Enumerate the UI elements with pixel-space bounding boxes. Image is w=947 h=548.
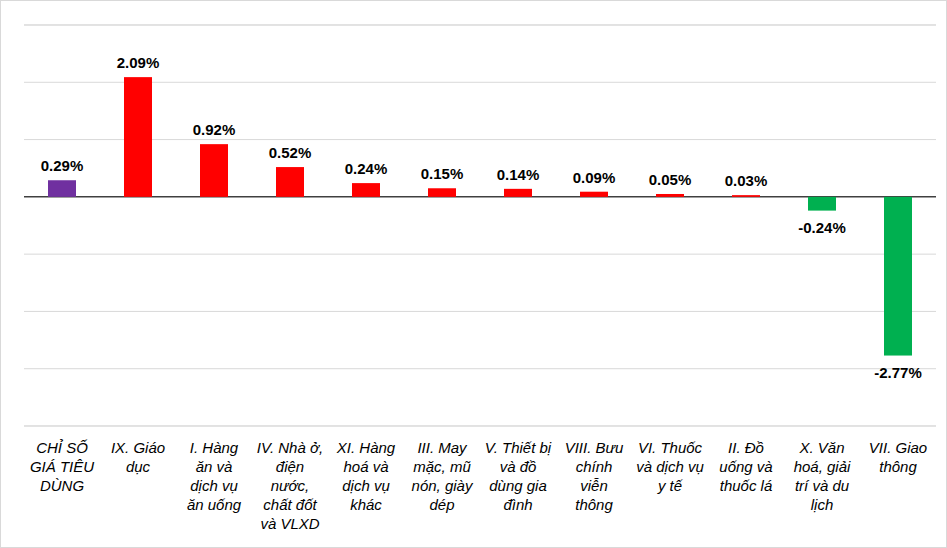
category-label: V. Thiết bịvà đồdùng giađình (485, 439, 552, 513)
data-label: 0.29% (41, 157, 84, 174)
bar (428, 188, 456, 197)
category-label: II. Đồuống vàthuốc lá (719, 439, 772, 494)
bar (580, 192, 608, 197)
data-label: 0.05% (649, 171, 692, 188)
grid-line (24, 25, 936, 26)
bars (48, 77, 912, 355)
category-label: XI. Hànghoá vàdịch vụkhác (336, 439, 396, 513)
data-label: 0.09% (573, 169, 616, 186)
category-label: CHỈ SỐGIÁ TIÊUDÙNG (30, 439, 94, 494)
data-label: 0.92% (193, 121, 236, 138)
bar (276, 167, 304, 197)
category-label: VI. Thuốcvà dịch vụy tế (636, 439, 704, 494)
bar (352, 183, 380, 197)
range-top (24, 25, 936, 26)
bar (732, 195, 760, 197)
category-label: IV. Nhà ở,điệnnước,chất đốtvà VLXD (257, 439, 323, 532)
chart: 0.29% 2.09% 0.92% 0.52% 0.24% 0.15% 0.14% 0.09%… (0, 0, 947, 548)
category-label: III. Maymặc, mũnón, giàydép (412, 439, 474, 513)
grid-line (24, 311, 936, 312)
bar (808, 197, 836, 211)
grid-line (24, 254, 936, 255)
data-label: 0.52% (269, 144, 312, 161)
bar (884, 197, 912, 356)
grid-line (24, 82, 936, 83)
grid-line (24, 139, 936, 140)
data-label: 0.14% (497, 166, 540, 183)
grid-line (24, 368, 936, 369)
category-label: X. Vănhoá, giảitrí và dulịch (794, 439, 851, 513)
data-label: 2.09% (117, 54, 160, 71)
category-label: IX. Giáodục (111, 439, 165, 475)
data-label: 0.24% (345, 160, 388, 177)
data-label: -2.77% (874, 364, 922, 381)
category-label: VIII. Bưuchínhviễnthông (565, 439, 624, 513)
bar (200, 144, 228, 197)
data-label: -0.24% (798, 219, 846, 236)
bar (504, 189, 532, 197)
category-label: VII. Giaothông (869, 439, 927, 475)
bar (48, 180, 76, 197)
data-label: 0.15% (421, 165, 464, 182)
grid-line (24, 426, 936, 427)
zero-line (24, 196, 936, 198)
range-bottom (24, 426, 936, 427)
bar (656, 194, 684, 197)
data-label: 0.03% (725, 172, 768, 189)
chart-border (1, 1, 947, 548)
category-label: I. Hàngăn vàdịch vụăn uống (187, 439, 242, 513)
bar (124, 77, 152, 197)
